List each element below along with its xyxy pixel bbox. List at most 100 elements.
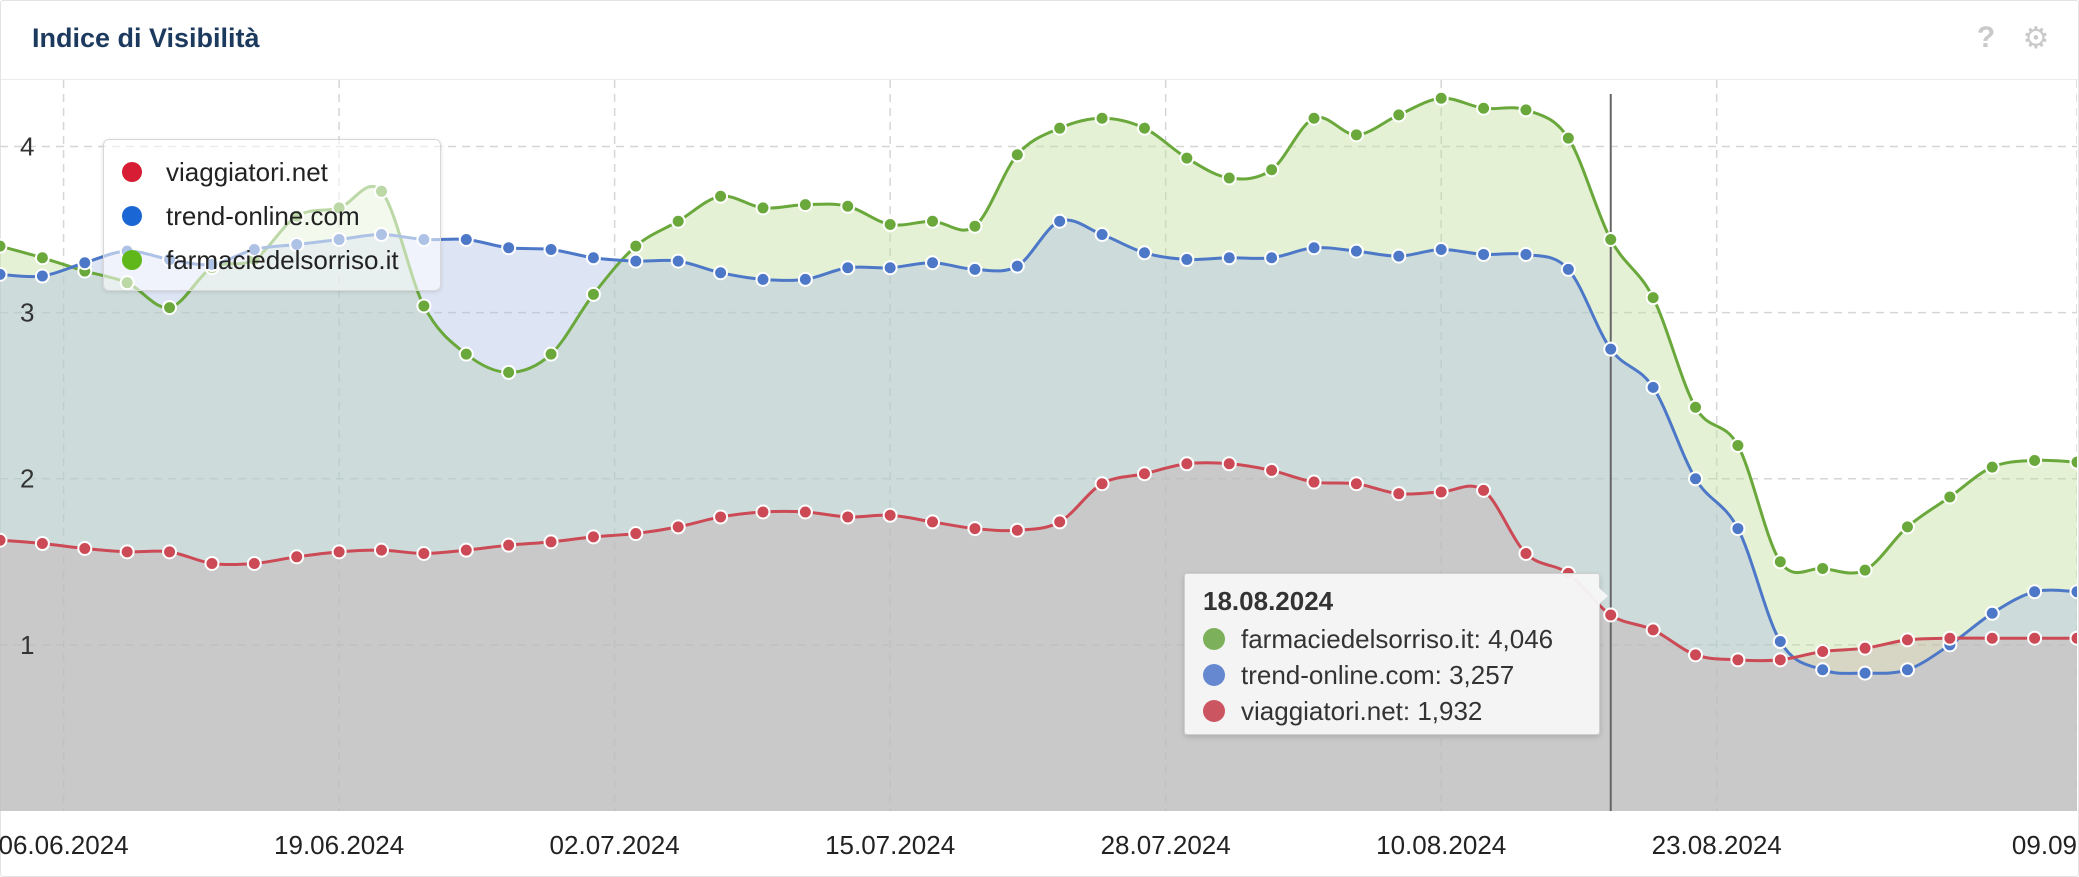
series-points[interactable] [0, 90, 2077, 681]
tooltip-dot-icon [1203, 664, 1225, 686]
data-point-farmaciedelsorriso.it [967, 218, 983, 234]
data-point-trend-online.com [458, 231, 474, 247]
data-point-trend-online.com [1433, 241, 1449, 257]
legend-dot-icon [122, 206, 142, 226]
data-point-farmaciedelsorriso.it [416, 298, 432, 314]
data-point-viaggiatori.net [882, 507, 898, 523]
data-point-viaggiatori.net [628, 526, 644, 542]
data-point-trend-online.com [1348, 243, 1364, 259]
data-point-viaggiatori.net [34, 536, 50, 552]
data-point-farmaciedelsorriso.it [1009, 147, 1025, 163]
data-point-farmaciedelsorriso.it [2027, 452, 2043, 468]
chart-tooltip: 18.08.2024 farmaciedelsorriso.it: 4,046 … [1184, 573, 1600, 735]
x-tick-label: 15.07.2024 [825, 830, 955, 860]
data-point-viaggiatori.net [1899, 632, 1915, 648]
tooltip-value: farmaciedelsorriso.it: 4,046 [1241, 623, 1554, 654]
tooltip-value: viaggiatori.net: 1,932 [1241, 695, 1483, 726]
data-point-trend-online.com [1136, 245, 1152, 261]
y-tick-label: 3 [20, 298, 34, 328]
data-point-viaggiatori.net [1857, 640, 1873, 656]
data-point-trend-online.com [797, 271, 813, 287]
data-point-farmaciedelsorriso.it [1136, 120, 1152, 136]
data-point-farmaciedelsorriso.it [628, 238, 644, 254]
data-point-farmaciedelsorriso.it [882, 217, 898, 233]
data-point-viaggiatori.net [162, 544, 178, 560]
legend-label: viaggiatori.net [166, 156, 328, 187]
data-point-viaggiatori.net [1730, 652, 1746, 668]
data-point-farmaciedelsorriso.it [585, 286, 601, 302]
data-point-viaggiatori.net [119, 544, 135, 560]
data-point-trend-online.com [1603, 341, 1619, 357]
data-point-farmaciedelsorriso.it [797, 197, 813, 213]
data-point-farmaciedelsorriso.it [925, 213, 941, 229]
axis-labels: 1 2 3 4 06.06.2024 19.06.2024 02.07.2024 15.07.… [0, 131, 2077, 860]
data-point-viaggiatori.net [1264, 462, 1280, 478]
data-point-farmaciedelsorriso.it [1688, 399, 1704, 415]
data-point-trend-online.com [2069, 584, 2077, 600]
data-point-farmaciedelsorriso.it [162, 300, 178, 316]
data-point-farmaciedelsorriso.it [1433, 90, 1449, 106]
legend-item-farmaciedelsorriso[interactable]: farmaciedelsorriso.it [122, 240, 399, 280]
data-point-trend-online.com [1391, 248, 1407, 264]
data-point-trend-online.com [501, 240, 517, 256]
tooltip-dot-icon [1203, 700, 1225, 722]
tooltip-value: trend-online.com: 3,257 [1241, 659, 1515, 690]
data-point-farmaciedelsorriso.it [1306, 110, 1322, 126]
data-point-viaggiatori.net [1009, 522, 1025, 538]
data-point-farmaciedelsorriso.it [1348, 127, 1364, 143]
data-point-trend-online.com [1815, 662, 1831, 678]
data-point-trend-online.com [2027, 584, 2043, 600]
data-point-viaggiatori.net [1476, 482, 1492, 498]
data-point-farmaciedelsorriso.it [1772, 554, 1788, 570]
gear-icon[interactable]: ⚙ [2022, 21, 2050, 55]
data-point-farmaciedelsorriso.it [501, 364, 517, 380]
data-point-viaggiatori.net [755, 504, 771, 520]
data-point-viaggiatori.net [797, 504, 813, 520]
data-point-trend-online.com [1221, 250, 1237, 266]
data-point-viaggiatori.net [204, 555, 220, 571]
data-point-farmaciedelsorriso.it [1052, 120, 1068, 136]
panel-title: Indice di Visibilità [32, 23, 260, 53]
data-point-viaggiatori.net [289, 549, 305, 565]
data-point-farmaciedelsorriso.it [1730, 438, 1746, 453]
legend-item-trend-online[interactable]: trend-online.com [122, 196, 360, 236]
data-point-trend-online.com [1009, 258, 1025, 274]
data-point-trend-online.com [1730, 521, 1746, 537]
data-point-viaggiatori.net [925, 514, 941, 530]
data-point-viaggiatori.net [1179, 456, 1195, 472]
data-point-trend-online.com [628, 253, 644, 269]
legend-item-viaggiatori[interactable]: viaggiatori.net [122, 152, 328, 192]
data-point-trend-online.com [77, 255, 93, 271]
data-point-trend-online.com [670, 253, 686, 269]
tooltip-row-farmaciedelsorriso: farmaciedelsorriso.it: 4,046 [1203, 621, 1581, 657]
data-point-trend-online.com [925, 255, 941, 271]
data-point-farmaciedelsorriso.it [1391, 107, 1407, 123]
help-icon[interactable]: ? [1976, 21, 1996, 54]
data-point-farmaciedelsorriso.it [1603, 231, 1619, 247]
data-point-trend-online.com [1772, 634, 1788, 650]
data-point-farmaciedelsorriso.it [1645, 290, 1661, 306]
data-point-viaggiatori.net [585, 529, 601, 545]
data-point-farmaciedelsorriso.it [1942, 489, 1958, 505]
legend-label: farmaciedelsorriso.it [166, 244, 399, 275]
data-point-trend-online.com [1560, 261, 1576, 277]
data-point-farmaciedelsorriso.it [840, 198, 856, 214]
data-point-viaggiatori.net [543, 534, 559, 550]
data-point-trend-online.com [1984, 605, 2000, 621]
data-point-viaggiatori.net [1688, 647, 1704, 663]
tooltip-arrow [1598, 587, 1608, 605]
data-point-viaggiatori.net [1391, 486, 1407, 502]
y-tick-label: 1 [20, 630, 34, 660]
data-point-trend-online.com [1052, 213, 1068, 229]
data-point-farmaciedelsorriso.it [1179, 150, 1195, 166]
data-point-trend-online.com [840, 260, 856, 276]
data-point-trend-online.com [1518, 246, 1534, 262]
legend-dot-icon [122, 162, 142, 182]
data-point-viaggiatori.net [1772, 652, 1788, 668]
data-point-trend-online.com [585, 250, 601, 266]
data-point-farmaciedelsorriso.it [1857, 562, 1873, 578]
x-tick-label: 06.06.2024 [0, 830, 129, 860]
data-point-trend-online.com [1857, 665, 1873, 681]
data-point-trend-online.com [34, 268, 50, 284]
data-point-viaggiatori.net [1942, 630, 1958, 646]
